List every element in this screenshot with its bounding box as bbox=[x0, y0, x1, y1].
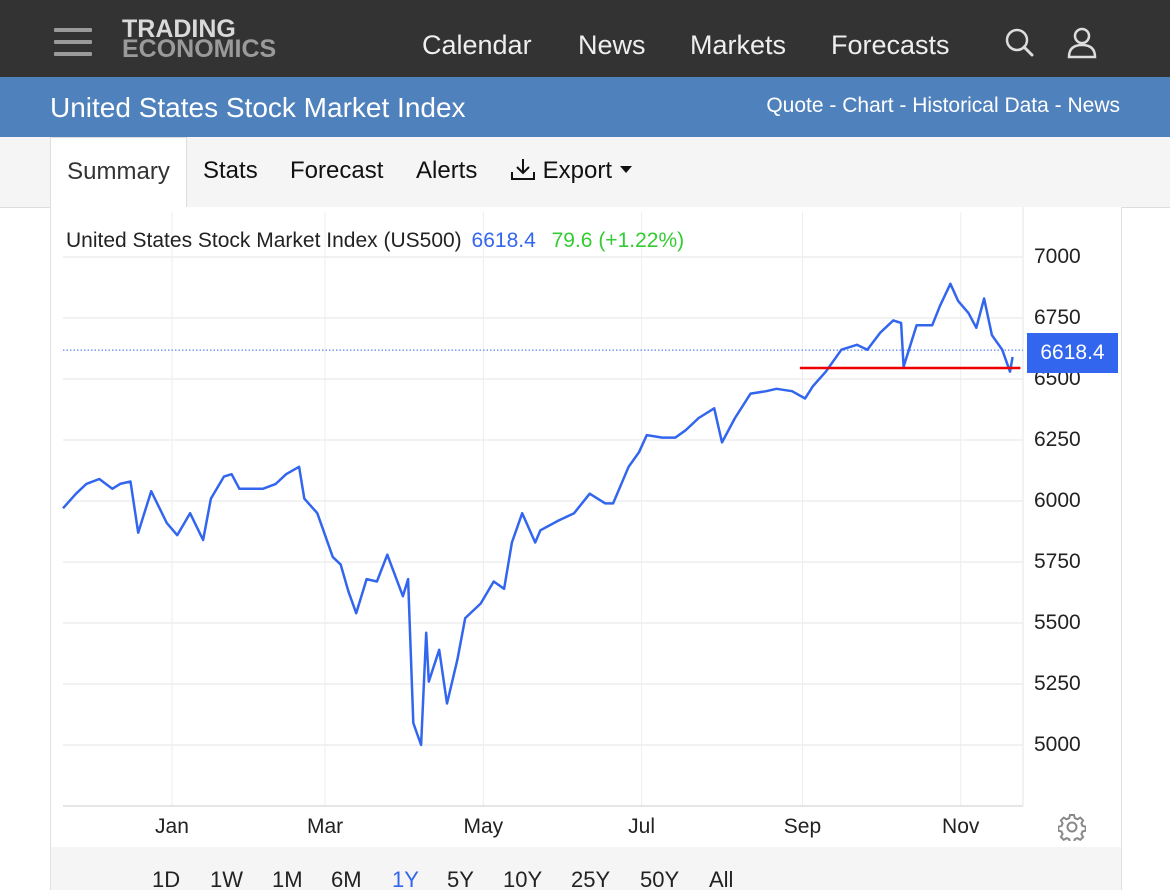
range-1y[interactable]: 1Y bbox=[392, 867, 419, 892]
nav-forecasts[interactable]: Forecasts bbox=[831, 30, 950, 60]
link-separator: - bbox=[823, 94, 843, 117]
x-tick-label: Jul bbox=[628, 815, 656, 838]
logo-line1: TRADING bbox=[122, 15, 236, 43]
x-tick-label: Jan bbox=[155, 815, 189, 838]
nav-markets[interactable]: Markets bbox=[690, 30, 787, 60]
page-title: United States Stock Market Index bbox=[50, 92, 466, 123]
current-price-tag: 6618.4 bbox=[1027, 333, 1118, 373]
settings-gear-icon[interactable] bbox=[1058, 813, 1086, 841]
link-news[interactable]: News bbox=[1067, 94, 1120, 117]
y-tick-label: 5000 bbox=[1034, 733, 1081, 756]
range-10y[interactable]: 10Y bbox=[503, 867, 543, 892]
y-tick-label: 6000 bbox=[1034, 489, 1081, 512]
range-5y[interactable]: 5Y bbox=[447, 867, 474, 892]
y-tick-label: 5500 bbox=[1034, 611, 1081, 634]
logo-line2: ECONOMICS bbox=[122, 35, 277, 63]
chart-header: United States Stock Market Index (US500)… bbox=[66, 229, 684, 253]
range-1d[interactable]: 1D bbox=[152, 867, 181, 892]
link-historical-data[interactable]: Historical Data bbox=[912, 94, 1049, 117]
link-quote[interactable]: Quote bbox=[766, 94, 824, 117]
price-series-line bbox=[62, 282, 1014, 747]
range-all[interactable]: All bbox=[709, 867, 734, 892]
y-tick-label: 5250 bbox=[1034, 672, 1081, 695]
y-tick-label: 7000 bbox=[1034, 245, 1081, 268]
export-label: Export bbox=[542, 157, 613, 184]
y-tick-label: 5750 bbox=[1034, 550, 1081, 573]
nav-calendar[interactable]: Calendar bbox=[422, 30, 532, 60]
range-6m[interactable]: 6M bbox=[331, 867, 362, 892]
top-navbar: TRADING ECONOMICS Calendar News Markets … bbox=[0, 0, 1170, 77]
tab-alerts[interactable]: Alerts bbox=[416, 157, 478, 184]
tab-forecast[interactable]: Forecast bbox=[290, 157, 384, 184]
x-tick-label: Nov bbox=[942, 815, 980, 838]
tab-bar: Summary Stats Forecast Alerts Export bbox=[0, 137, 1170, 208]
range-50y[interactable]: 50Y bbox=[640, 867, 680, 892]
range-1w[interactable]: 1W bbox=[210, 867, 243, 892]
page-header: United States Stock Market Index Quote -… bbox=[0, 77, 1170, 137]
tab-export[interactable]: Export bbox=[510, 157, 633, 185]
range-25y[interactable]: 25Y bbox=[571, 867, 611, 892]
download-icon bbox=[511, 159, 535, 180]
y-tick-label: 6250 bbox=[1034, 428, 1081, 451]
tab-stats[interactable]: Stats bbox=[203, 157, 258, 184]
range-bar bbox=[50, 847, 1122, 890]
menu-icon[interactable] bbox=[54, 27, 92, 57]
page-links: Quote - Chart - Historical Data - News bbox=[766, 94, 1120, 118]
tab-summary[interactable]: Summary bbox=[50, 137, 187, 208]
chart-header-price: 6618.4 bbox=[471, 229, 536, 252]
link-separator: - bbox=[893, 94, 913, 117]
chart-panel bbox=[50, 207, 1122, 847]
chart-header-change: 79.6 (+1.22%) bbox=[551, 229, 685, 252]
x-tick-label: Sep bbox=[783, 815, 822, 838]
range-1m[interactable]: 1M bbox=[272, 867, 303, 892]
chart-series-name: United States Stock Market Index (US500) bbox=[66, 229, 462, 252]
link-separator: - bbox=[1048, 94, 1068, 117]
caret-down-icon bbox=[619, 166, 632, 173]
nav-news[interactable]: News bbox=[578, 30, 646, 60]
user-icon[interactable] bbox=[1066, 26, 1098, 60]
y-tick-label: 6750 bbox=[1034, 306, 1081, 329]
search-icon[interactable] bbox=[1003, 26, 1035, 60]
x-tick-label: May bbox=[463, 815, 504, 838]
logo[interactable]: TRADING ECONOMICS bbox=[122, 17, 276, 62]
link-chart[interactable]: Chart bbox=[842, 94, 894, 117]
x-tick-label: Mar bbox=[306, 815, 344, 838]
